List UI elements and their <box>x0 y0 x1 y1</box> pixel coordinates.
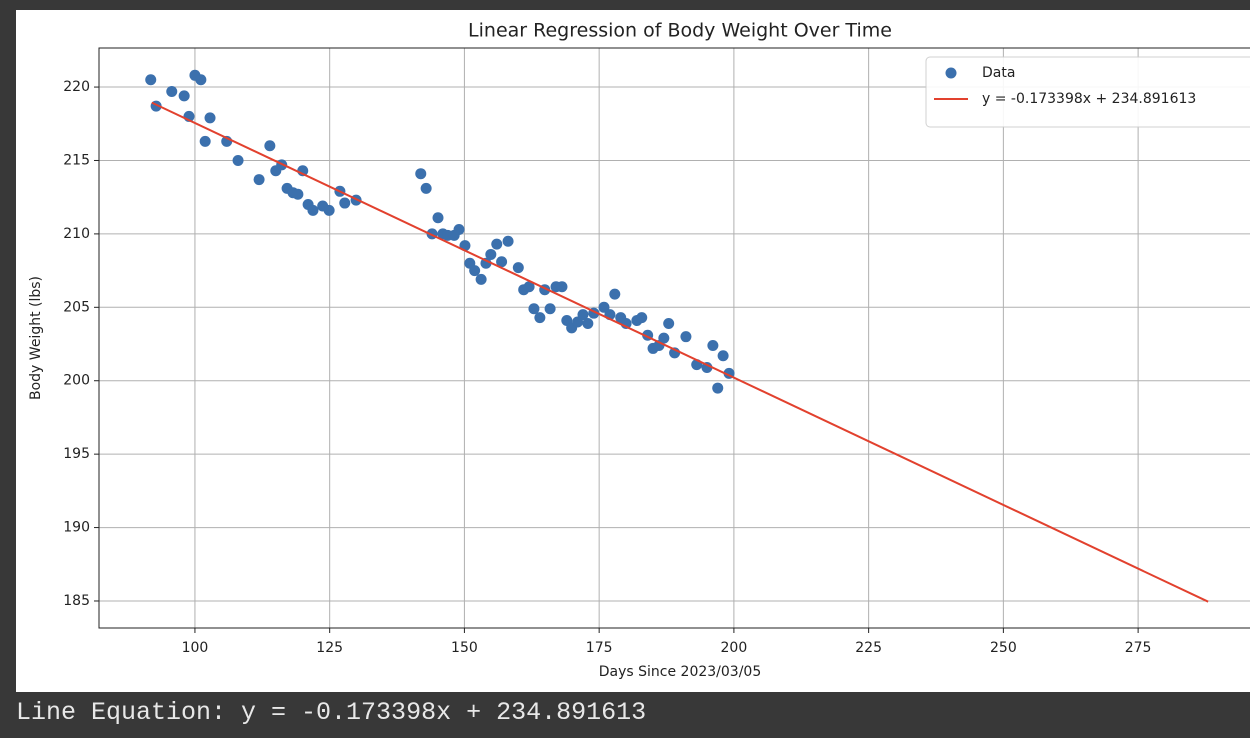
x-tick-label: 175 <box>586 640 613 656</box>
chart: Linear Regression of Body Weight Over Ti… <box>16 10 1250 692</box>
x-tick-label: 200 <box>721 640 748 656</box>
data-point <box>432 212 444 224</box>
data-point <box>523 281 535 293</box>
data-point <box>178 90 190 102</box>
x-tick-label: 250 <box>990 640 1017 656</box>
y-tick-label: 195 <box>63 446 90 462</box>
data-point <box>658 332 670 344</box>
console-output: Line Equation: y = -0.173398x + 234.8916… <box>16 698 647 727</box>
data-point <box>582 317 594 329</box>
data-point <box>496 256 508 268</box>
data-point <box>166 85 178 97</box>
y-tick-label: 205 <box>63 299 90 315</box>
data-point <box>502 235 514 247</box>
data-point <box>232 154 244 166</box>
data-point <box>195 74 207 86</box>
data-point <box>145 74 157 86</box>
data-point <box>415 168 427 180</box>
data-point <box>701 362 713 374</box>
legend-label: y = -0.173398x + 234.891613 <box>982 91 1196 107</box>
data-point <box>339 197 351 209</box>
data-point <box>512 262 524 274</box>
data-point <box>534 312 546 324</box>
x-tick-label: 275 <box>1125 640 1152 656</box>
x-tick-label: 100 <box>182 640 209 656</box>
legend-box <box>925 56 1250 128</box>
chart-title: Linear Regression of Body Weight Over Ti… <box>468 20 892 42</box>
data-point <box>420 182 432 194</box>
data-point <box>663 317 675 329</box>
data-point <box>707 339 719 351</box>
data-point <box>264 140 276 152</box>
data-point <box>480 257 492 269</box>
x-tick-label: 150 <box>451 640 478 656</box>
y-tick-label: 185 <box>63 593 90 609</box>
data-point <box>577 309 589 321</box>
legend-marker <box>945 67 957 79</box>
data-point <box>323 204 335 216</box>
y-tick-label: 215 <box>63 152 90 168</box>
data-point <box>528 303 540 315</box>
data-point <box>204 112 216 124</box>
data-point <box>717 350 729 362</box>
data-point <box>544 303 556 315</box>
y-tick-label: 190 <box>63 520 90 536</box>
data-point <box>485 248 497 260</box>
y-axis-label: Body Weight (lbs) <box>28 276 44 400</box>
data-point <box>292 188 304 200</box>
data-point <box>253 174 265 186</box>
x-axis-label: Days Since 2023/03/05 <box>599 664 762 680</box>
x-tick-label: 225 <box>855 640 882 656</box>
data-point <box>609 288 621 300</box>
y-tick-label: 220 <box>63 79 90 95</box>
data-point <box>556 281 568 293</box>
data-point <box>469 265 481 277</box>
x-tick-label: 125 <box>316 640 343 656</box>
data-point <box>199 135 211 147</box>
data-point <box>680 331 692 343</box>
data-point <box>453 223 465 235</box>
data-point <box>307 204 319 216</box>
data-point <box>712 382 724 394</box>
data-point <box>491 238 503 250</box>
legend-label: Data <box>982 65 1015 81</box>
plot-frame <box>98 47 1250 629</box>
fit-line <box>151 101 1209 603</box>
y-tick-label: 210 <box>63 226 90 242</box>
y-tick-label: 200 <box>63 373 90 389</box>
data-point <box>598 301 610 313</box>
data-point <box>475 273 487 285</box>
data-point <box>636 312 648 324</box>
